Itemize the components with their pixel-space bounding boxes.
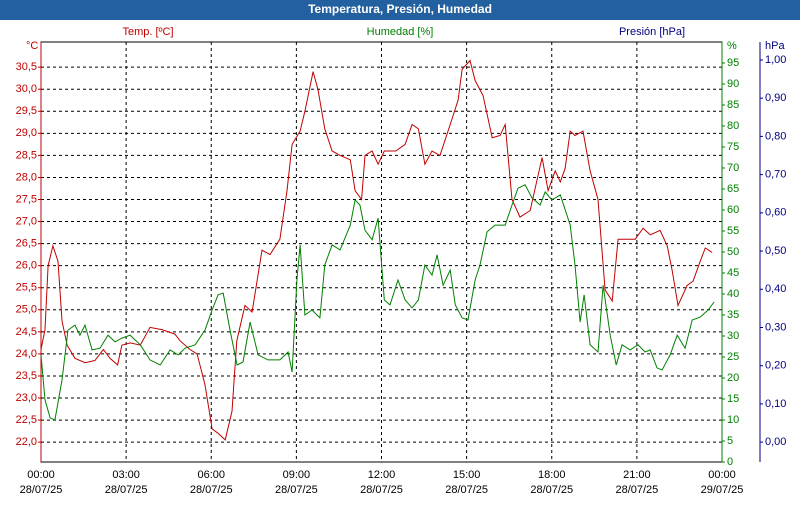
x-tick-label: 21:00 [623,469,651,481]
y3-tick-label: 0,60 [765,207,786,219]
y-tick-label: 28,5 [16,149,37,161]
legend-label: Presión [hPa] [619,26,685,38]
y-tick-label: 27,5 [16,193,37,205]
y3-tick-label: 0,20 [765,360,786,372]
y2-tick-label: 45 [727,267,739,279]
y-tick-label: 25,5 [16,282,37,294]
y2-tick-label: 70 [727,162,739,174]
y3-tick-label: 0,50 [765,245,786,257]
x-tick-date: 28/07/25 [530,484,573,496]
y2-tick-label: 95 [727,57,739,69]
y-tick-label: 23,5 [16,370,37,382]
y-tick-label: 24,0 [16,348,37,360]
y-tick-label: 27,0 [16,215,37,227]
y2-axis-label: % [727,40,737,52]
y-tick-label: 26,5 [16,238,37,250]
x-tick-date: 28/07/25 [190,484,233,496]
x-tick-date: 28/07/25 [445,484,488,496]
y3-tick-label: 0,80 [765,130,786,142]
y2-tick-label: 90 [727,78,739,90]
y2-tick-label: 40 [727,288,739,300]
y-tick-label: 24,5 [16,326,37,338]
y-tick-label: 22,5 [16,414,37,426]
y3-tick-label: 0,10 [765,398,786,410]
y2-tick-label: 20 [727,372,739,384]
x-tick-date: 28/07/25 [360,484,403,496]
x-tick-date: 28/07/25 [20,484,63,496]
x-tick-label: 15:00 [453,469,481,481]
y2-tick-label: 80 [727,120,739,132]
y-tick-label: 23,0 [16,392,37,404]
y-tick-label: 30,0 [16,83,37,95]
y-tick-label: 25,0 [16,304,37,316]
y2-tick-label: 85 [727,99,739,111]
y3-tick-label: 0,30 [765,321,786,333]
y2-tick-label: 60 [727,204,739,216]
chart-title: Temperatura, Presión, Humedad [308,2,492,16]
y2-tick-label: 0 [727,456,733,468]
y3-tick-label: 0,70 [765,169,786,181]
y3-tick-label: 1,00 [765,54,786,66]
y2-tick-label: 5 [727,435,733,447]
y2-tick-label: 50 [727,246,739,258]
x-tick-date: 29/07/25 [701,484,744,496]
x-tick-label: 00:00 [708,469,736,481]
x-tick-label: 12:00 [368,469,396,481]
y2-tick-label: 25 [727,351,739,363]
y3-tick-label: 0,40 [765,283,786,295]
x-tick-date: 28/07/25 [615,484,658,496]
y2-tick-label: 65 [727,183,739,195]
y-tick-label: 29,0 [16,127,37,139]
y2-tick-label: 75 [727,141,739,153]
x-tick-date: 28/07/25 [105,484,148,496]
y2-tick-label: 55 [727,225,739,237]
legend-label: Humedad [%] [367,26,434,38]
y2-tick-label: 35 [727,309,739,321]
y-tick-label: 30,5 [16,61,37,73]
y2-tick-label: 15 [727,393,739,405]
y-tick-label: 28,0 [16,171,37,183]
series-line [40,184,715,421]
y-tick-label: 26,0 [16,260,37,272]
title-bar [0,0,800,20]
x-tick-label: 18:00 [538,469,566,481]
x-tick-date: 28/07/25 [275,484,318,496]
x-tick-label: 09:00 [283,469,311,481]
y2-tick-label: 30 [727,330,739,342]
y-axis-label: °C [26,40,38,52]
y3-tick-label: 0,90 [765,92,786,104]
series-line [40,59,713,441]
y3-axis-label: hPa [765,40,785,52]
x-tick-label: 00:00 [27,469,55,481]
x-tick-label: 06:00 [197,469,225,481]
y2-tick-label: 10 [727,414,739,426]
y-tick-label: 29,5 [16,105,37,117]
legend-label: Temp. [ºC] [122,26,173,38]
x-tick-label: 03:00 [112,469,140,481]
y3-tick-label: 0,00 [765,436,786,448]
y-tick-label: 22,0 [16,436,37,448]
